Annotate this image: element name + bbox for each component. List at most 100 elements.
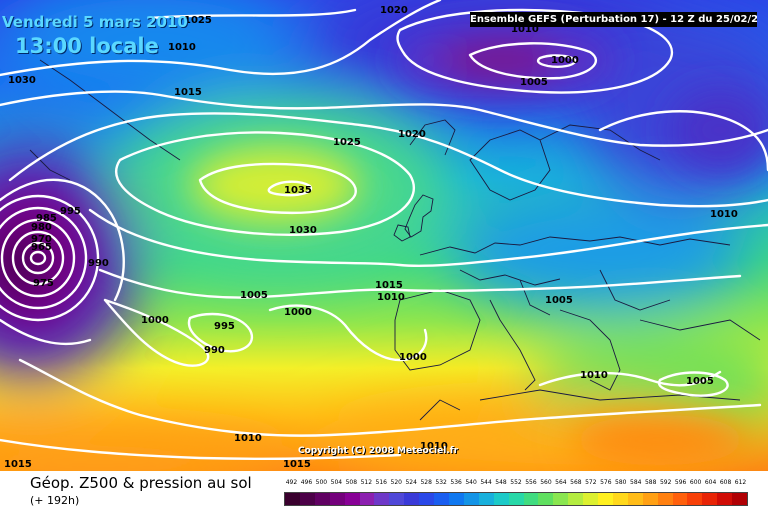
- color-scale-label: 604: [704, 479, 717, 486]
- geopotential-map: 1025 1020 1010 1010 1030 1000 1005 1015 …: [0, 0, 768, 472]
- color-scale-label: 500: [315, 479, 328, 486]
- isobar-label: 1010: [420, 441, 448, 452]
- color-scale-label: 568: [570, 479, 582, 486]
- isobar-label: 1025: [184, 15, 212, 26]
- color-scale-label: 508: [345, 479, 358, 486]
- color-scale-label: 560: [540, 479, 552, 486]
- color-scale-swatch: [329, 493, 345, 505]
- color-scale-label: 572: [585, 479, 597, 486]
- color-scale-label: 524: [405, 479, 417, 486]
- isobar-label: 1000: [399, 352, 427, 363]
- color-scale-swatch: [642, 493, 658, 505]
- isobar-label: 1000: [284, 307, 312, 318]
- model-run-info: Ensemble GEFS (Perturbation 17) - 12 Z d…: [470, 12, 757, 27]
- color-scale-swatch: [359, 493, 375, 505]
- isobar-label: 1030: [289, 225, 317, 236]
- color-scale-swatch: [702, 493, 718, 505]
- color-scale-label: 608: [719, 479, 732, 486]
- isobar-label: 990: [88, 258, 109, 269]
- color-scale-swatch: [583, 493, 599, 505]
- color-scale-bar: [284, 492, 748, 506]
- color-scale-label: 576: [600, 479, 612, 486]
- color-scale-swatch: [553, 493, 569, 505]
- isobar-label: 1000: [141, 315, 169, 326]
- isobar-label: 1005: [520, 77, 548, 88]
- lead-time: (+ 192h): [30, 494, 80, 507]
- isobar-label: 995: [60, 206, 81, 217]
- isobar-labels: 1025 1020 1010 1010 1030 1000 1005 1015 …: [4, 5, 738, 470]
- isobar-label: 1000: [551, 55, 579, 66]
- color-scale-swatch: [285, 493, 300, 505]
- color-scale-label: 504: [330, 479, 343, 486]
- isobar-label: 1010: [377, 292, 405, 303]
- color-scale-label: 492: [285, 479, 298, 486]
- color-scale-swatch: [538, 493, 554, 505]
- isobar-label: 1015: [174, 87, 202, 98]
- isobar-label: 1015: [375, 280, 403, 291]
- color-scale-swatch: [448, 493, 464, 505]
- isobar-label: 1020: [398, 129, 426, 140]
- isobar-label: 995: [214, 321, 235, 332]
- isobar-label: 1025: [333, 137, 361, 148]
- color-scale-swatch: [598, 493, 613, 505]
- geopotential-field: [0, 0, 768, 472]
- color-scale-label: 556: [525, 479, 537, 486]
- color-scale-swatch: [344, 493, 360, 505]
- color-scale-swatch: [314, 493, 330, 505]
- forecast-time: 13:00 locale: [15, 34, 159, 58]
- isobar-label: 1015: [4, 459, 32, 470]
- isobar-label: 965: [31, 242, 52, 253]
- field-title: Géop. Z500 & pression au sol: [30, 474, 252, 492]
- color-scale-swatch: [657, 493, 673, 505]
- color-scale-label: 532: [435, 479, 447, 486]
- isobar-label: 1010: [234, 433, 262, 444]
- color-scale-label: 528: [420, 479, 432, 486]
- color-scale-swatch: [717, 493, 733, 505]
- isobar-label: 1010: [580, 370, 608, 381]
- color-scale-swatch: [463, 493, 479, 505]
- isobars: [0, 0, 768, 459]
- color-scale-swatch: [404, 493, 420, 505]
- isobar-label: 990: [204, 345, 225, 356]
- color-scale-label: 512: [360, 479, 373, 486]
- isobar-label: 975: [33, 278, 54, 289]
- color-scale-swatch: [419, 493, 435, 505]
- color-scale-label: 544: [480, 479, 492, 486]
- color-scale-label: 564: [555, 479, 567, 486]
- isobar-label: 1010: [710, 209, 738, 220]
- color-scale-swatch: [299, 493, 315, 505]
- isobar-label: 1015: [283, 459, 311, 470]
- color-scale-label: 516: [375, 479, 387, 486]
- color-scale-label: 552: [510, 479, 522, 486]
- color-scale-swatch: [389, 493, 405, 505]
- color-scale-swatch: [523, 493, 539, 505]
- isobar-label: 1020: [380, 5, 408, 16]
- isobar-label: 1005: [240, 290, 268, 301]
- color-scale-label: 548: [495, 479, 507, 486]
- color-scale-label: 600: [689, 479, 702, 486]
- isobar-label: 985: [36, 213, 57, 224]
- isobar-label: 980: [31, 222, 52, 233]
- color-scale-swatch: [478, 493, 494, 505]
- color-scale-label: 580: [615, 479, 627, 486]
- isobar-label: 1030: [8, 75, 36, 86]
- color-scale-swatch: [612, 493, 628, 505]
- isobar-label: 1010: [168, 42, 196, 53]
- color-scale-label: 496: [300, 479, 313, 486]
- color-scale-labels: 492 496 500 504 508 512 516 520 524 528 532 536 540 5…: [280, 479, 750, 491]
- color-scale-swatch: [374, 493, 390, 505]
- color-scale-label: 596: [674, 479, 687, 486]
- color-scale-label: 520: [390, 479, 402, 486]
- copyright-notice: Copyright (C) 2008 Meteociel.fr: [298, 446, 459, 456]
- color-scale-label: 540: [465, 479, 477, 486]
- color-scale-swatch: [568, 493, 584, 505]
- isobar-label: 1035: [284, 185, 312, 196]
- isobar-label: 1010: [511, 24, 539, 35]
- color-scale-swatch: [508, 493, 524, 505]
- color-scale-label: 612: [734, 479, 747, 486]
- isobar-label: 1005: [545, 295, 573, 306]
- color-scale-label: 536: [450, 479, 462, 486]
- color-scale-swatch: [493, 493, 509, 505]
- color-scale-label: 584: [630, 479, 642, 486]
